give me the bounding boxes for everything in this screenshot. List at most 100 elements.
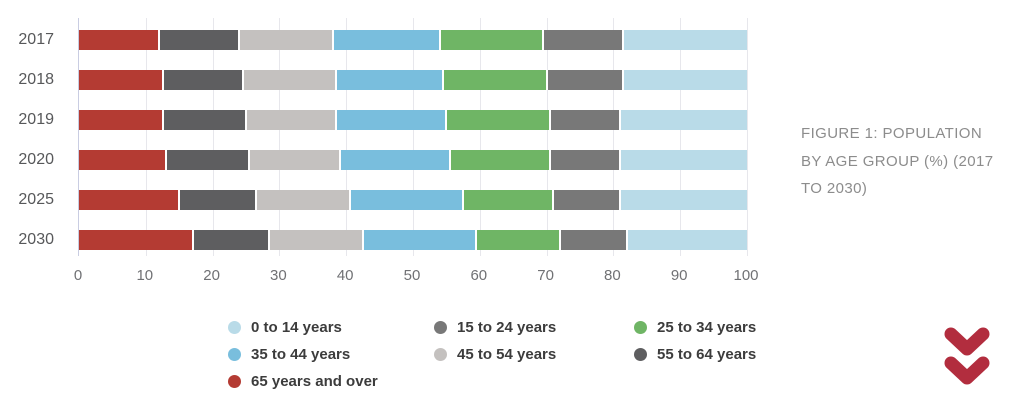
double-chevron-down-icon [941, 327, 993, 396]
bar-segment [546, 70, 624, 90]
bar-segment [336, 70, 444, 90]
bar-segment [620, 190, 747, 210]
legend-color-dot [634, 348, 647, 361]
x-axis-tick-label: 20 [203, 267, 220, 284]
bar-segment [349, 190, 464, 210]
bar-segment [549, 110, 621, 130]
bar-segment [162, 70, 243, 90]
legend-item: 45 to 54 years [434, 341, 634, 368]
x-axis-tick-label: 0 [73, 267, 83, 284]
bar-segment [623, 30, 747, 50]
bar-segment [336, 110, 447, 130]
bar-segment [246, 110, 337, 130]
x-axis-tick-label: 40 [336, 267, 354, 284]
figure-caption-line: BY AGE GROUP (%) (2017 [801, 152, 994, 170]
legend-color-dot [228, 321, 241, 334]
x-axis-tick-label: 30 [270, 267, 287, 284]
bar-segment [549, 150, 621, 170]
bar-segment [269, 230, 363, 250]
bar-segment [79, 230, 193, 250]
bar-segment [439, 30, 544, 50]
bar-segment [620, 150, 747, 170]
legend-label: 0 to 14 years [251, 319, 342, 336]
gridline [212, 18, 214, 256]
bar-segment [249, 150, 340, 170]
bar-segment [476, 230, 560, 250]
gridline [546, 18, 548, 256]
y-axis-label: 2030 [18, 231, 54, 248]
bar-segment [192, 230, 270, 250]
bar-row-2025 [79, 190, 747, 210]
legend-color-dot [228, 348, 241, 361]
bar-segment [623, 70, 747, 90]
legend-label: 65 years and over [251, 373, 378, 390]
legend-label: 55 to 64 years [657, 346, 757, 363]
gridline [747, 18, 748, 256]
bar-segment [446, 110, 550, 130]
legend-item: 0 to 14 years [228, 314, 434, 341]
bar-segment [332, 30, 440, 50]
bar-segment [443, 70, 547, 90]
bar-segment [165, 150, 250, 170]
gridline [613, 18, 615, 256]
gridline [279, 18, 281, 256]
bar-segment [543, 30, 624, 50]
bar-segment [553, 190, 621, 210]
bar-row-2017 [79, 30, 747, 50]
bar-segment [362, 230, 477, 250]
bar-segment [242, 70, 337, 90]
chart-legend: 0 to 14 years 15 to 24 years 25 to 34 year… [228, 314, 756, 395]
x-axis-tick-label: 90 [670, 267, 688, 284]
legend-color-dot [634, 321, 647, 334]
bar-segment [79, 110, 163, 130]
bar-segment [626, 230, 747, 250]
bar-segment [79, 150, 166, 170]
bar-segment [159, 30, 240, 50]
gridline [346, 18, 348, 256]
figure-caption: FIGURE 1: POPULATION BY AGE GROUP (%) (2… [801, 120, 1011, 203]
bar-segment [559, 230, 627, 250]
legend-label: 25 to 34 years [657, 319, 757, 336]
bar-row-2020 [79, 150, 747, 170]
bar-segment [339, 150, 450, 170]
bar-segment [79, 70, 163, 90]
scroll-down-button[interactable] [941, 325, 993, 393]
bar-segment [79, 190, 180, 210]
legend-color-dot [434, 348, 447, 361]
figure-caption-line: FIGURE 1: POPULATION [801, 125, 983, 142]
legend-label: 15 to 24 years [457, 319, 557, 336]
x-axis-tick-label: 80 [604, 267, 621, 284]
y-axis-label: 2018 [18, 71, 54, 88]
x-axis-tick-label: 50 [403, 267, 421, 284]
bar-segment [463, 190, 554, 210]
legend-color-dot [434, 321, 447, 334]
bar-segment [239, 30, 333, 50]
gridline [680, 18, 682, 256]
legend-label: 35 to 44 years [251, 346, 351, 363]
bar-segment [179, 190, 256, 210]
bar-segment [79, 30, 160, 50]
gridline [413, 18, 414, 256]
x-axis-tick-label: 10 [136, 267, 154, 284]
x-axis-tick-label: 60 [470, 267, 488, 284]
legend-label: 45 to 54 years [457, 346, 557, 363]
y-axis-label: 2025 [18, 191, 54, 208]
bar-row-2030 [79, 230, 747, 250]
bar-segment [256, 190, 350, 210]
y-axis-label: 2020 [18, 151, 54, 168]
x-axis-labels: 0 10 20 30 40 50 60 70 80 90 100 [74, 264, 759, 288]
x-axis-tick-label: 100 [733, 267, 759, 284]
legend-item: 25 to 34 years [634, 314, 756, 341]
legend-item: 35 to 44 years [228, 341, 434, 368]
figure-caption-line: TO 2030) [801, 180, 868, 197]
bar-row-2019 [79, 110, 747, 130]
y-axis-label: 2017 [18, 31, 54, 48]
gridline [145, 18, 147, 256]
legend-color-dot [228, 375, 241, 388]
gridline [479, 18, 481, 256]
legend-item: 15 to 24 years [434, 314, 634, 341]
y-axis-labels: 2017 2018 2019 2020 2025 2030 [0, 18, 66, 256]
bar-row-2018 [79, 70, 747, 90]
bar-segment [620, 110, 747, 130]
